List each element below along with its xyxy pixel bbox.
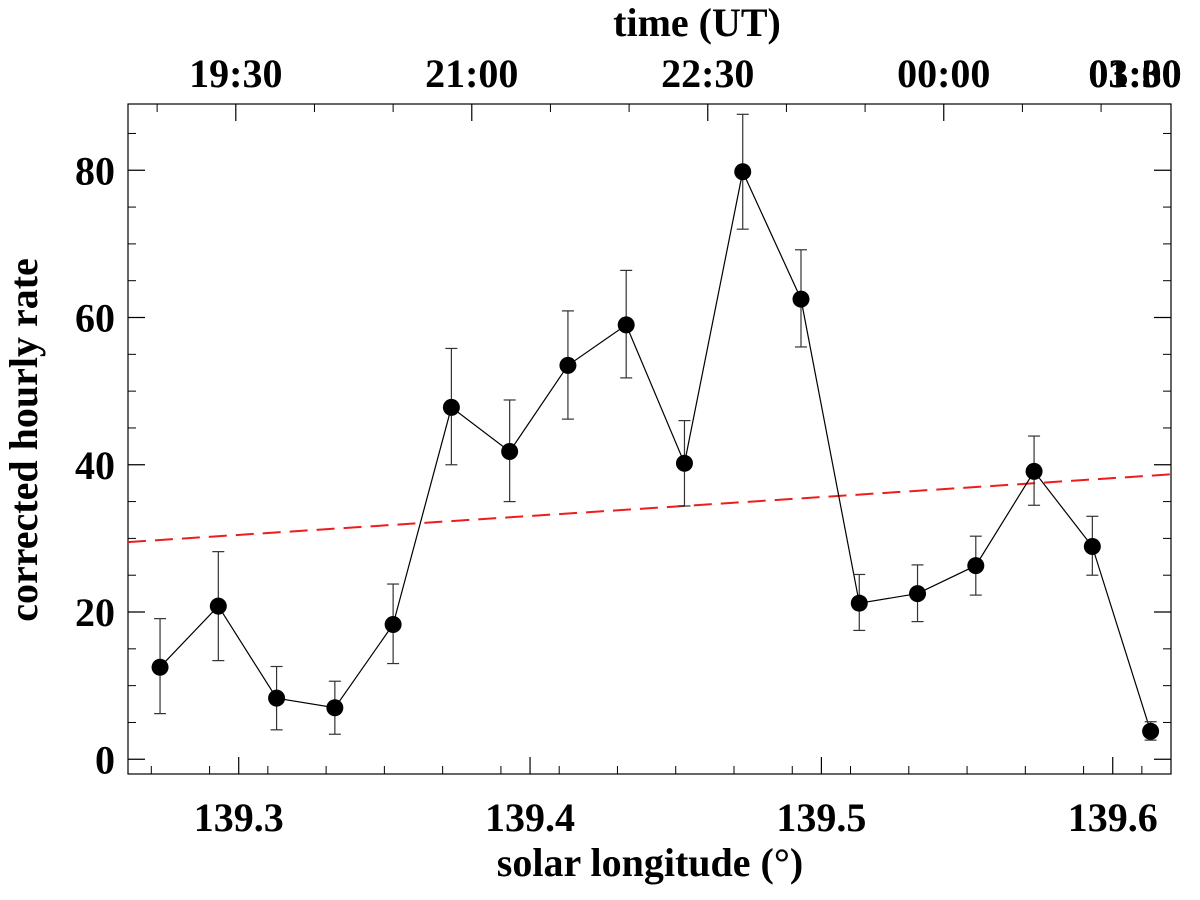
data-point: [209, 597, 227, 615]
trend-line: [127, 473, 1172, 544]
top-tick-label: 22:30: [661, 51, 754, 96]
x-tick-label: 139.4: [485, 795, 575, 840]
top-tick-label: 01:30: [1088, 51, 1181, 96]
series-group: [151, 113, 1160, 741]
data-point: [268, 689, 286, 707]
y-tick-label: 20: [75, 590, 115, 635]
data-point: [384, 616, 402, 634]
axes-group: [127, 103, 1172, 775]
y-axis-title: corrected hourly rate: [1, 258, 46, 622]
data-point: [1083, 537, 1101, 555]
data-point: [909, 585, 927, 603]
top-tick-label: 00:00: [897, 51, 990, 96]
data-point: [792, 290, 810, 308]
x-tick-label: 139.3: [194, 795, 284, 840]
y-tick-label: 0: [95, 737, 115, 782]
data-point: [617, 316, 635, 334]
top-axis-title: time (UT): [613, 0, 781, 45]
data-point: [1142, 722, 1160, 740]
data-point: [326, 699, 344, 717]
y-tick-label: 80: [75, 148, 115, 193]
x-axis-title: solar longitude (°): [497, 840, 803, 885]
labels-group: time (UT) solar longitude (°) corrected …: [1, 0, 1182, 885]
x-tick-label: 139.6: [1068, 795, 1158, 840]
x-tick-label: 139.5: [776, 795, 866, 840]
data-point: [1025, 462, 1043, 480]
data-point: [675, 454, 693, 472]
data-point: [850, 594, 868, 612]
data-point: [559, 356, 577, 374]
top-tick-label: 19:30: [189, 51, 282, 96]
series-line: [159, 169, 1152, 732]
y-tick-label: 60: [75, 296, 115, 341]
y-tick-label: 40: [75, 443, 115, 488]
data-point: [967, 557, 985, 575]
top-tick-label: 03:00: [1088, 51, 1181, 96]
data-point: [151, 658, 169, 676]
data-point: [501, 443, 519, 461]
trend-group: [127, 473, 1172, 544]
data-point: [442, 398, 460, 416]
data-point: [734, 163, 752, 181]
top-tick-label: 21:00: [425, 51, 518, 96]
plot-frame: [127, 103, 1172, 775]
